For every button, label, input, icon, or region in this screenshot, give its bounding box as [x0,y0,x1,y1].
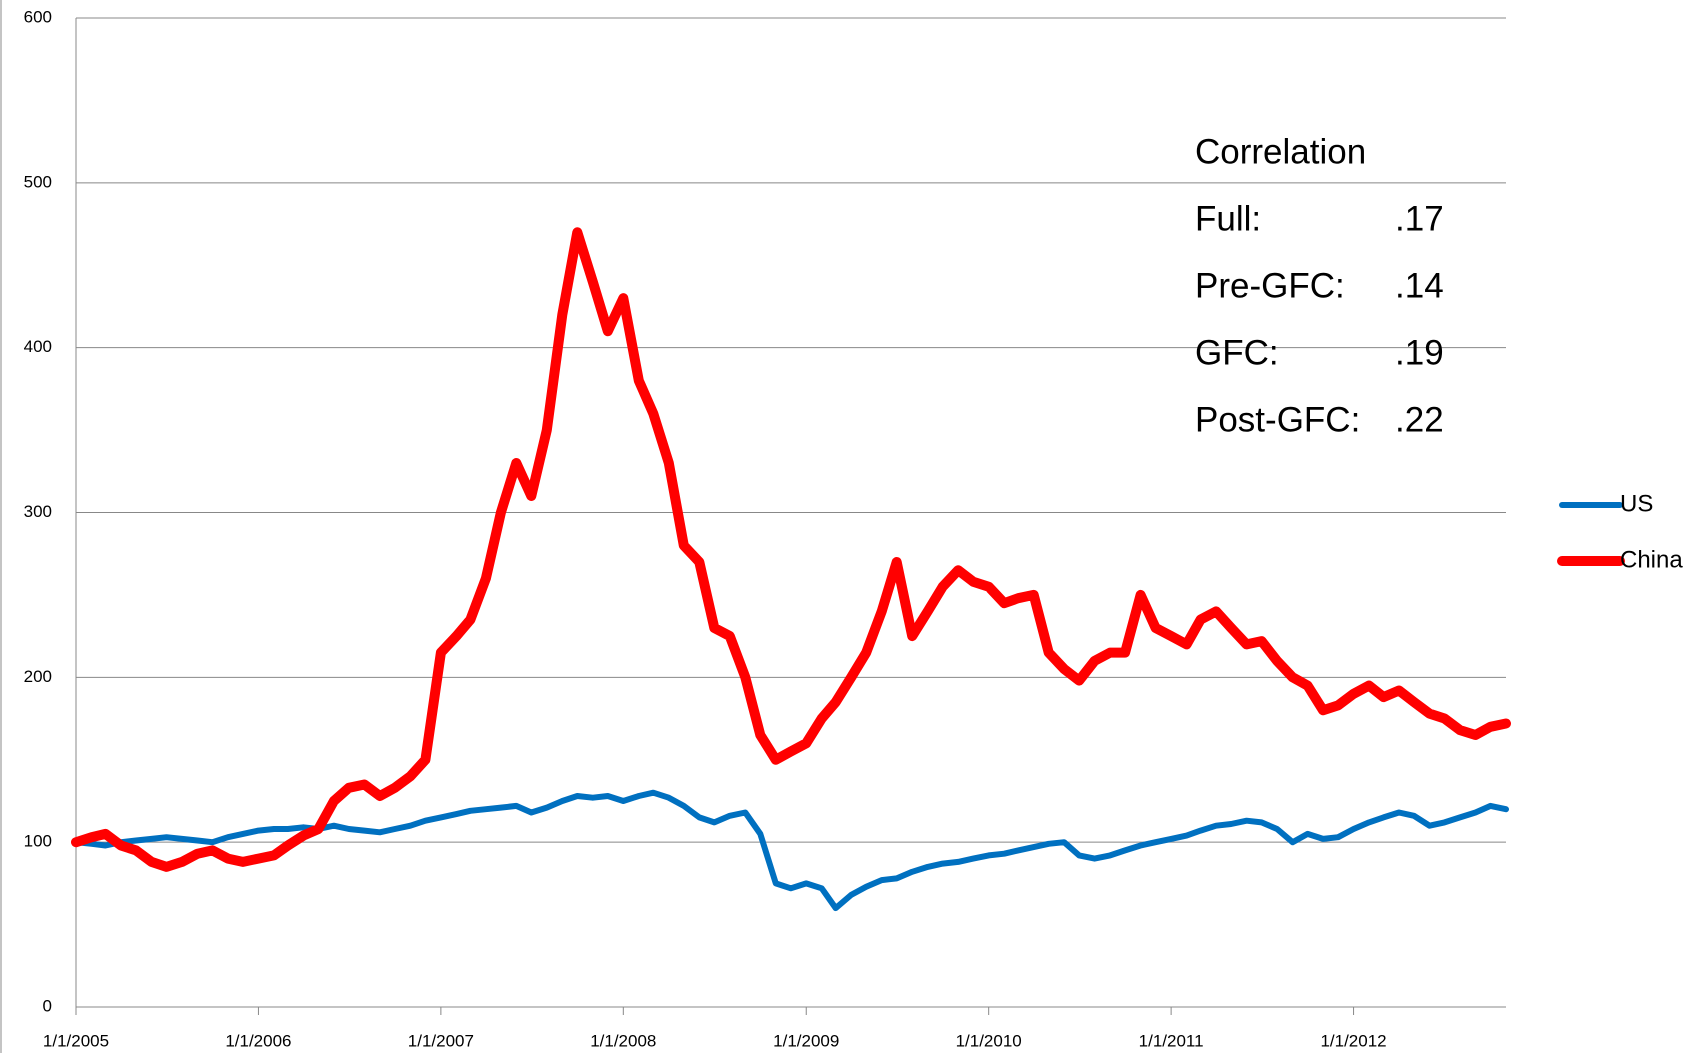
annotation-title: Correlation [1195,132,1366,171]
annotation-label: Post-GFC: [1195,400,1360,439]
x-tick-label: 1/1/2008 [590,1031,656,1050]
annotation-value: .19 [1395,333,1444,372]
x-tick-label: 1/1/2010 [956,1031,1022,1050]
annotation-label: GFC: [1195,333,1279,372]
annotation-value: .14 [1395,266,1444,305]
x-tick-label: 1/1/2012 [1320,1031,1386,1050]
legend-label: China [1620,546,1683,573]
x-tick-label: 1/1/2011 [1139,1031,1204,1050]
y-tick-label: 400 [24,337,52,356]
annotation-label: Full: [1195,199,1261,238]
y-tick-label: 0 [43,996,52,1015]
annotation-label: Pre-GFC: [1195,266,1345,305]
series-line [73,789,1509,912]
y-tick-label: 100 [24,832,52,851]
annotation-value: .17 [1395,199,1444,238]
y-tick-label: 600 [24,7,52,26]
x-tick-label: 1/1/2007 [408,1031,474,1050]
x-tick-label: 1/1/2009 [773,1031,839,1050]
y-tick-label: 200 [24,667,52,686]
y-tick-label: 300 [24,502,52,521]
x-tick-label: 1/1/2005 [43,1031,109,1050]
x-tick-label: 1/1/2006 [225,1031,291,1050]
series-line [71,227,1511,872]
y-tick-label: 500 [24,172,52,191]
annotation-value: .22 [1395,400,1444,439]
legend-label: US [1620,490,1653,517]
